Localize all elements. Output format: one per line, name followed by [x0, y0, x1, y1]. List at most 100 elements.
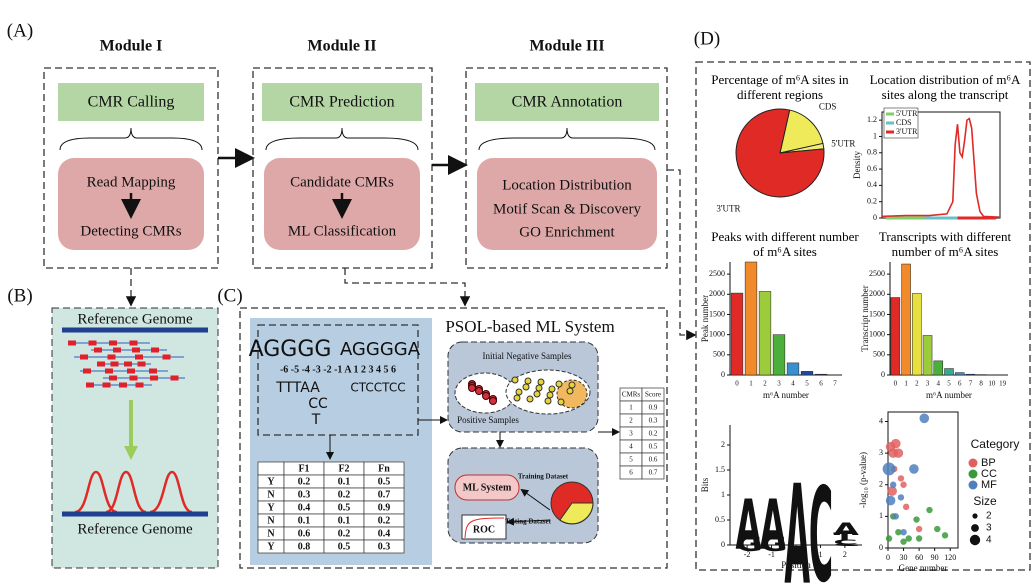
read: [109, 375, 117, 381]
read: [88, 340, 97, 346]
y-tick-label: 0.5: [715, 515, 725, 524]
read: [102, 382, 111, 388]
point: [900, 538, 907, 545]
genome-label: Reference Genome: [77, 521, 193, 537]
read: [109, 340, 117, 346]
read: [129, 375, 138, 381]
table-text: 6: [629, 469, 633, 477]
y-axis-label: Bits: [700, 477, 710, 492]
table-cell: [363, 539, 405, 554]
table-text: Y: [267, 476, 275, 487]
module-title: Module II: [308, 38, 377, 55]
point: [885, 495, 896, 506]
plot-frame: [887, 411, 959, 549]
table-text: N: [267, 489, 275, 500]
x-tick-label: 6: [958, 380, 962, 388]
results-box: [695, 61, 1031, 571]
y-tick-label: 1500: [869, 309, 885, 318]
chart-title: Location distribution of m⁶A sites along…: [869, 72, 1021, 102]
point: [902, 503, 910, 511]
bar: [730, 292, 744, 376]
chart-title: Transcripts with different number of m⁶A…: [878, 229, 1012, 259]
peak: [74, 470, 193, 514]
x-tick-label: 5: [805, 380, 809, 388]
point: [897, 494, 905, 501]
y-tick-label: 0: [721, 540, 725, 549]
point: [892, 513, 899, 520]
table-text: 0.2: [298, 476, 311, 487]
y-tick-label: 0.6: [867, 164, 877, 173]
table-text: 0.9: [649, 404, 658, 412]
pie-icon: [559, 502, 594, 525]
y-axis-label: Density: [852, 151, 862, 179]
legend-title: Size: [973, 494, 997, 508]
read: [150, 375, 158, 381]
size-swatch: [972, 513, 978, 519]
y-tick-label: 2500: [869, 269, 885, 278]
x-tick-label: 120: [944, 553, 956, 562]
x-tick-label: 4: [937, 380, 941, 388]
negative-dot: [535, 384, 543, 392]
read: [135, 382, 144, 388]
y-tick-label: 0: [881, 370, 885, 379]
table-text: 0.3: [298, 489, 311, 500]
x-tick-label: 3: [777, 380, 781, 388]
legend-label: 5'UTR: [896, 109, 918, 118]
point: [934, 525, 941, 533]
read: [86, 382, 94, 388]
x-axis-label: Gene number: [899, 563, 948, 573]
legend-swatch: [968, 458, 978, 468]
point: [889, 481, 897, 488]
motif-box: [257, 324, 419, 436]
panel-label: (D): [694, 28, 720, 49]
table-cell: [257, 461, 285, 476]
y-tick-label: 0.2: [867, 197, 877, 206]
arrow: [520, 488, 551, 511]
read: [135, 354, 143, 360]
y-tick-label: 1000: [709, 329, 725, 338]
read: [83, 368, 91, 374]
y-tick-label: 500: [873, 350, 885, 359]
arrow: [506, 517, 551, 526]
x-tick-label: 90: [931, 553, 939, 562]
y-tick-label: 0.8: [867, 148, 877, 157]
logo-letter: G: [736, 532, 763, 557]
negative-dot: [526, 395, 534, 403]
point: [895, 528, 902, 536]
table-text: 0.4: [378, 528, 391, 539]
x-tick-label: 0: [894, 380, 898, 388]
y-tick-label: 2500: [709, 269, 725, 278]
read: [124, 361, 132, 367]
y-tick-label: 0.4: [867, 180, 877, 189]
logo-letter: G: [760, 532, 787, 557]
module-step: Motif Scan & Discovery: [493, 201, 641, 217]
legend-label: CDS: [896, 118, 912, 127]
read: [119, 382, 127, 388]
motif: AGGGG: [249, 337, 332, 362]
table-text: 0.6: [298, 528, 311, 539]
ml-label: ML System: [463, 482, 512, 493]
legend-label: 3'UTR: [896, 127, 918, 136]
positive-dot: [489, 397, 497, 405]
y-tick-label: 1000: [869, 329, 885, 338]
read: [94, 347, 102, 353]
x-tick-label: 10: [988, 380, 996, 388]
table-text: 0.2: [338, 489, 351, 500]
negative-dot: [537, 378, 545, 386]
negative-dot: [548, 385, 556, 393]
bar: [901, 263, 911, 376]
x-tick-label: 30: [900, 553, 908, 562]
bar: [758, 291, 772, 376]
negative-dot: [522, 383, 530, 391]
bar: [786, 362, 800, 376]
read: [149, 368, 157, 374]
y-tick-label: 1: [721, 490, 725, 499]
pie-label: 5'UTR: [831, 138, 855, 148]
table-text: 1: [629, 404, 633, 412]
x-tick-label: 4: [791, 380, 795, 388]
size-swatch: [969, 534, 981, 546]
read: [113, 347, 121, 353]
y-tick-label: 1.2: [867, 115, 877, 124]
point: [890, 438, 901, 449]
